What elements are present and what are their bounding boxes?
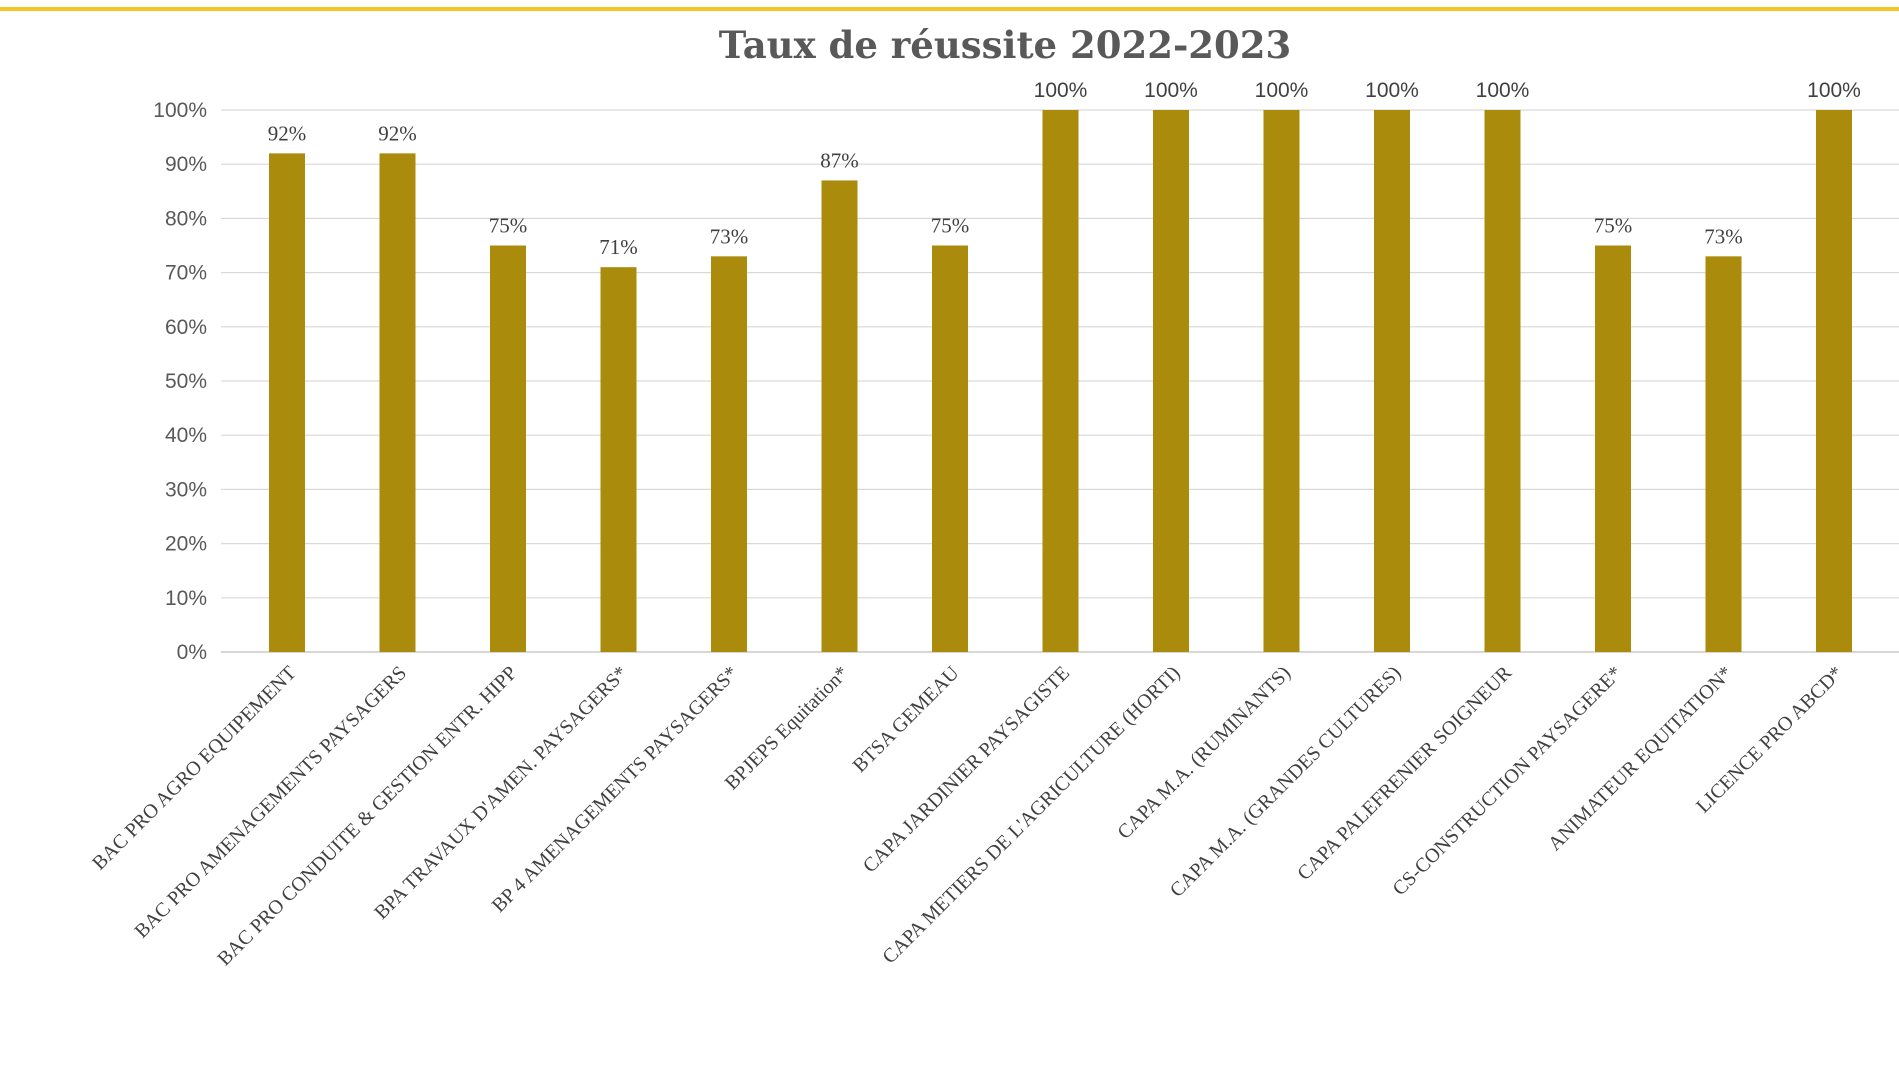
x-tick-label: CAPA PALEFRENIER SOIGNEUR <box>1293 662 1516 885</box>
bars <box>269 110 1852 653</box>
y-tick-label: 60% <box>165 316 207 339</box>
bar <box>932 245 968 652</box>
y-tick-label: 30% <box>165 478 207 501</box>
data-label: 100% <box>1807 79 1861 102</box>
data-label: 73% <box>710 224 749 248</box>
y-tick-label: 70% <box>165 262 207 285</box>
data-label: 75% <box>489 214 528 238</box>
data-label: 92% <box>378 121 417 145</box>
data-label: 100% <box>1144 79 1198 102</box>
bar <box>1705 256 1742 652</box>
data-label: 100% <box>1034 79 1088 102</box>
bar <box>1816 110 1852 652</box>
y-tick-label: 90% <box>165 153 207 176</box>
bar <box>379 153 416 653</box>
x-tick-label: CS-CONSTRUCTION PAYSAGERE* <box>1388 662 1626 900</box>
data-label: 71% <box>599 235 638 259</box>
data-label: 100% <box>1476 79 1530 102</box>
bar <box>1595 245 1631 652</box>
bar <box>269 153 305 653</box>
x-tick-label: ANIMATEUR EQUITATION* <box>1544 662 1737 855</box>
x-tick-label: BP 4 AMENAGEMENTS PAYSAGERS* <box>488 662 743 917</box>
bar <box>1153 110 1189 652</box>
bar <box>490 245 526 652</box>
bar <box>821 180 858 652</box>
bar <box>1484 110 1521 652</box>
data-label: 75% <box>1594 214 1633 238</box>
x-tick-label: BPJEPS Equitation* <box>721 662 853 794</box>
data-labels: 92% 92% 75% 71% 73% 87% 75% 100% 100% 100% 100% 100… <box>268 79 1861 259</box>
x-tick-label: CAPA JARDINIER PAYSAGISTE <box>859 662 1074 877</box>
y-tick-label: 50% <box>165 370 207 393</box>
x-tick-label: BTSA GEMEAU <box>849 662 964 777</box>
data-label: 87% <box>820 148 859 172</box>
bar <box>600 267 637 652</box>
y-tick-label: 0% <box>177 641 207 664</box>
data-label: 100% <box>1365 79 1419 102</box>
x-tick-label: BAC PRO AGRO EQUIPEMENT <box>88 662 300 874</box>
chart-title: Taux de réussite 2022-2023 <box>719 23 1292 67</box>
bar <box>711 256 747 652</box>
bar <box>1042 110 1079 652</box>
data-label: 73% <box>1704 224 1743 248</box>
top-accent-rule <box>0 7 1899 11</box>
data-label: 100% <box>1255 79 1309 102</box>
y-tick-label: 40% <box>165 424 207 447</box>
y-axis-ticks: 0% 10% 20% 30% 40% 50% 60% 70% 80% 90% 100% <box>153 99 207 664</box>
x-tick-label: BPA TRAVAUX D'AMEN. PAYSAGERS* <box>370 662 632 924</box>
y-tick-label: 80% <box>165 207 207 230</box>
bar <box>1374 110 1410 652</box>
data-label: 92% <box>268 121 307 145</box>
y-tick-label: 100% <box>153 99 207 122</box>
y-tick-label: 10% <box>165 587 207 610</box>
x-tick-label: CAPA M.A. (GRANDES CULTURES) <box>1166 662 1406 902</box>
data-label: 75% <box>931 214 970 238</box>
y-tick-label: 20% <box>165 533 207 556</box>
bar <box>1263 110 1300 652</box>
